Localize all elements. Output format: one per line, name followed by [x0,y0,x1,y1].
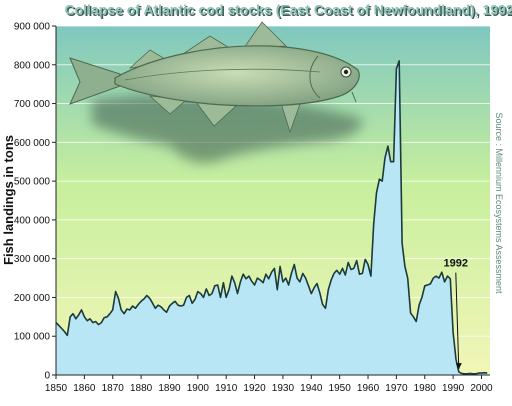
x-tick-label: 1960 [357,383,380,394]
x-tick-label: 1950 [329,383,352,394]
y-tick-label: 600 000 [14,138,51,149]
y-tick-label: 200 000 [14,293,51,304]
x-tick-label: 1940 [300,383,323,394]
x-tick-label: 1930 [272,383,295,394]
x-tick-label: 1870 [102,383,125,394]
y-tick-label: 500 000 [14,177,51,188]
y-tick-label: 700 000 [14,99,51,110]
x-tick-label: 1990 [442,383,465,394]
x-tick-label: 1850 [45,383,68,394]
x-tick-label: 1970 [385,383,408,394]
y-tick-label: 300 000 [14,254,51,265]
chart-title: Collapse of Atlantic cod stocks (East Co… [65,2,512,18]
x-tick-label: 1860 [73,383,96,394]
y-tick-label: 400 000 [14,215,51,226]
annotation-1992-label: 1992 [444,258,468,270]
x-tick-label: 1880 [130,383,153,394]
y-tick-label: 100 000 [14,332,51,343]
x-tick-label: 1980 [414,383,437,394]
source-note: Source : Millennium Ecosystems Assessmen… [494,112,504,294]
y-tick-label: 0 [44,371,50,382]
y-tick-label: 800 000 [14,60,51,71]
x-tick-label: 1890 [158,383,181,394]
x-tick-label: 1920 [243,383,266,394]
y-axis-title: Fish landings in tons [1,135,16,265]
x-tick-label: 2000 [470,383,493,394]
y-tick-label: 900 000 [14,22,51,33]
x-tick-label: 1900 [187,383,210,394]
x-tick-label: 1910 [215,383,238,394]
